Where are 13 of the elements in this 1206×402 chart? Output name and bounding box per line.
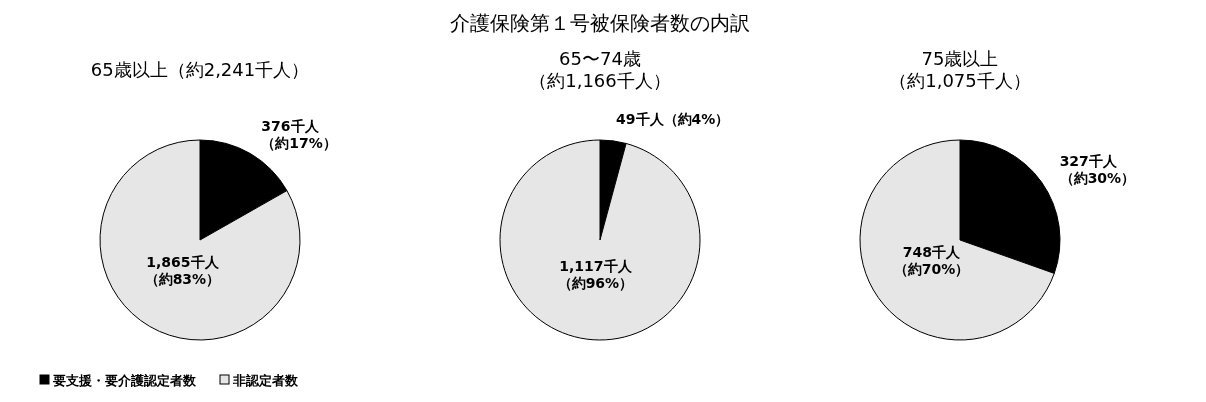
pie-slice bbox=[499, 139, 701, 341]
chart-subtitle: 65〜74歳（約1,166千人） bbox=[529, 48, 671, 91]
data-label: 327千人（約30%） bbox=[1059, 153, 1136, 186]
chart-title: 介護保険第１号被保険者数の内訳 bbox=[450, 11, 750, 35]
chart-subtitle: 75歳以上（約1,075千人） bbox=[889, 48, 1031, 91]
data-label: 1,117千人（約96%） bbox=[557, 258, 634, 292]
data-label: 748千人（約70%） bbox=[893, 243, 970, 277]
legend-label: 要支援・要介護認定者数 bbox=[52, 373, 197, 388]
data-label: 1,865千人（約83%） bbox=[144, 253, 221, 287]
chart-subtitle: 65歳以上（約2,241千人） bbox=[90, 59, 310, 80]
legend-label: 非認定者数 bbox=[232, 373, 299, 388]
data-label: 376千人（約17%） bbox=[261, 118, 337, 151]
data-label: 49千人（約4%） bbox=[616, 111, 730, 128]
